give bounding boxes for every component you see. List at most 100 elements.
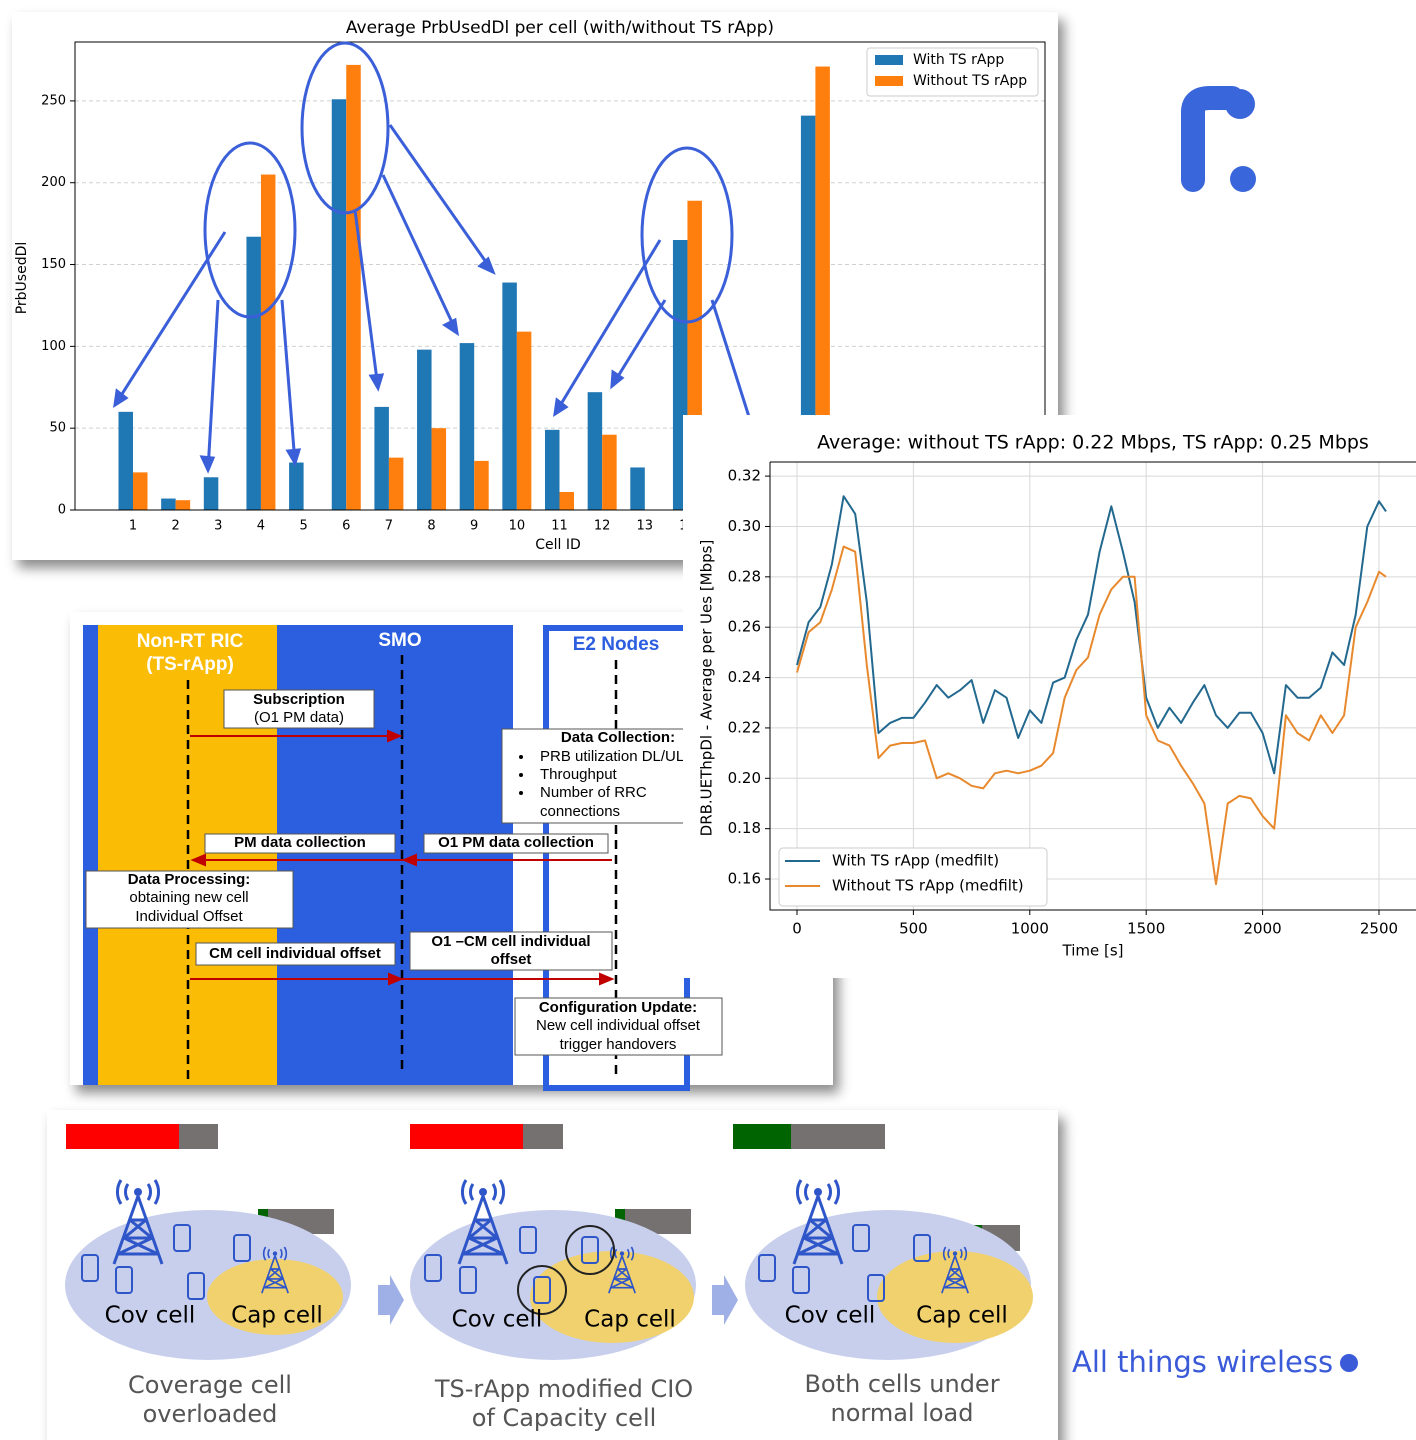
x-tick-label: 2500 xyxy=(1360,920,1398,938)
note-text: Number of RRC xyxy=(540,784,647,801)
caption: Coverage cell xyxy=(128,1371,292,1399)
y-tick-label: 0.22 xyxy=(728,718,761,736)
y-tick-label: 250 xyxy=(41,93,66,108)
caption: overloaded xyxy=(143,1400,278,1428)
note-text: Individual Offset xyxy=(135,908,243,925)
cell-label: Cov cell xyxy=(452,1307,543,1333)
y-tick-label: 0.32 xyxy=(728,467,761,485)
x-tick-label: 9 xyxy=(470,519,478,534)
note-text: Data Collection: xyxy=(561,729,675,746)
bar xyxy=(815,66,830,510)
bar xyxy=(331,99,347,510)
x-tick-label: 8 xyxy=(427,519,435,534)
bar xyxy=(474,460,489,510)
legend-label: Without TS rApp (medfilt) xyxy=(832,877,1024,895)
note-text: (O1 PM data) xyxy=(254,709,344,726)
bar xyxy=(246,236,261,510)
note-text: trigger handovers xyxy=(560,1036,677,1053)
x-tick-label: 11 xyxy=(551,519,568,534)
caption: Both cells under xyxy=(804,1370,999,1398)
bar xyxy=(587,392,603,510)
bar xyxy=(388,457,404,510)
bar xyxy=(559,492,574,510)
bar xyxy=(203,477,219,510)
lane-title: Non-RT RIC xyxy=(137,631,244,652)
cell-label: Cap cell xyxy=(584,1307,676,1333)
tagline: All things wireless xyxy=(1072,1345,1333,1379)
y-tick-label: 0.26 xyxy=(728,618,761,636)
logo xyxy=(1181,86,1256,192)
x-tick-label: 1500 xyxy=(1127,920,1165,938)
x-tick-label: 500 xyxy=(899,920,928,938)
legend-label: With TS rApp (medfilt) xyxy=(832,852,999,870)
legend-label: With TS rApp xyxy=(913,52,1004,68)
bar xyxy=(374,406,389,510)
note-text: O1 –CM cell individual xyxy=(431,933,590,950)
y-tick-label: 0.28 xyxy=(728,567,761,585)
note-text: New cell individual offset xyxy=(536,1017,701,1034)
x-tick-label: 6 xyxy=(342,519,350,534)
note-text: Configuration Update: xyxy=(539,999,697,1016)
axes-frame xyxy=(769,461,1416,911)
note-text: connections xyxy=(540,803,620,820)
lane-title: E2 Nodes xyxy=(573,634,660,655)
bar xyxy=(289,462,304,510)
caption: TS-rApp modified CIO xyxy=(434,1375,693,1403)
line-chart: Average: without TS rApp: 0.22 Mbps, TS … xyxy=(683,415,1416,978)
x-tick-label: 13 xyxy=(637,519,654,534)
x-tick-label: 5 xyxy=(299,519,307,534)
lane xyxy=(83,625,98,1085)
bar-chart: Average PrbUsedDl per cell (with/without… xyxy=(12,12,1058,560)
bar xyxy=(161,498,176,510)
messages xyxy=(190,729,615,986)
y-tick-label: 0.24 xyxy=(728,668,761,686)
axes-frame xyxy=(74,41,1046,511)
chart-title: Average: without TS rApp: 0.22 Mbps, TS … xyxy=(817,432,1369,454)
bar xyxy=(459,343,475,510)
bullets xyxy=(519,755,523,795)
x-tick-label: 0 xyxy=(792,920,802,938)
cell-label: Cap cell xyxy=(916,1303,1008,1329)
bar xyxy=(630,467,645,510)
note-text: Data Processing: xyxy=(128,871,251,888)
x-tick-label: 3 xyxy=(214,519,222,534)
scenarios: Cov cell Cap cell Cov cell Cap cell Cov … xyxy=(47,1110,1058,1440)
y-tick-label: 0.16 xyxy=(728,870,761,888)
y-axis-label: PrbUsedDl xyxy=(14,242,30,315)
annotations xyxy=(113,41,752,474)
bar xyxy=(133,472,148,510)
y-tick-label: 0.20 xyxy=(728,769,761,787)
lane-title: SMO xyxy=(378,630,421,651)
lane-title: (TS-rApp) xyxy=(146,654,234,675)
bar xyxy=(175,500,191,510)
note-text: PM data collection xyxy=(234,834,366,851)
bar xyxy=(118,411,133,510)
x-tick-label: 4 xyxy=(257,519,265,534)
bar xyxy=(417,349,432,510)
y-tick-label: 200 xyxy=(41,175,66,190)
cell-label: Cov cell xyxy=(105,1303,196,1329)
note-text: obtaining new cell xyxy=(129,889,248,906)
note-text: O1 PM data collection xyxy=(438,834,594,851)
x-tick-label: 1000 xyxy=(1011,920,1049,938)
legend-label: Without TS rApp xyxy=(913,73,1027,89)
note-text: offset xyxy=(491,951,532,968)
bar xyxy=(516,331,532,510)
legend xyxy=(778,847,1048,907)
y-tick-label: 0.30 xyxy=(728,517,761,535)
bar xyxy=(800,115,816,511)
x-axis-label: Cell ID xyxy=(535,537,581,553)
bar xyxy=(502,282,517,510)
bar xyxy=(602,434,617,510)
bar xyxy=(260,174,276,510)
cell-label: Cov cell xyxy=(785,1303,876,1329)
y-tick-label: 50 xyxy=(49,421,66,436)
note-text: PRB utilization DL/UL xyxy=(540,748,684,765)
bar xyxy=(346,64,361,510)
tagline-dot xyxy=(1340,1354,1358,1372)
cell-label: Cap cell xyxy=(231,1303,323,1329)
legend-swatch xyxy=(875,76,903,86)
x-tick-label: 10 xyxy=(509,519,526,534)
caption: of Capacity cell xyxy=(472,1404,657,1432)
